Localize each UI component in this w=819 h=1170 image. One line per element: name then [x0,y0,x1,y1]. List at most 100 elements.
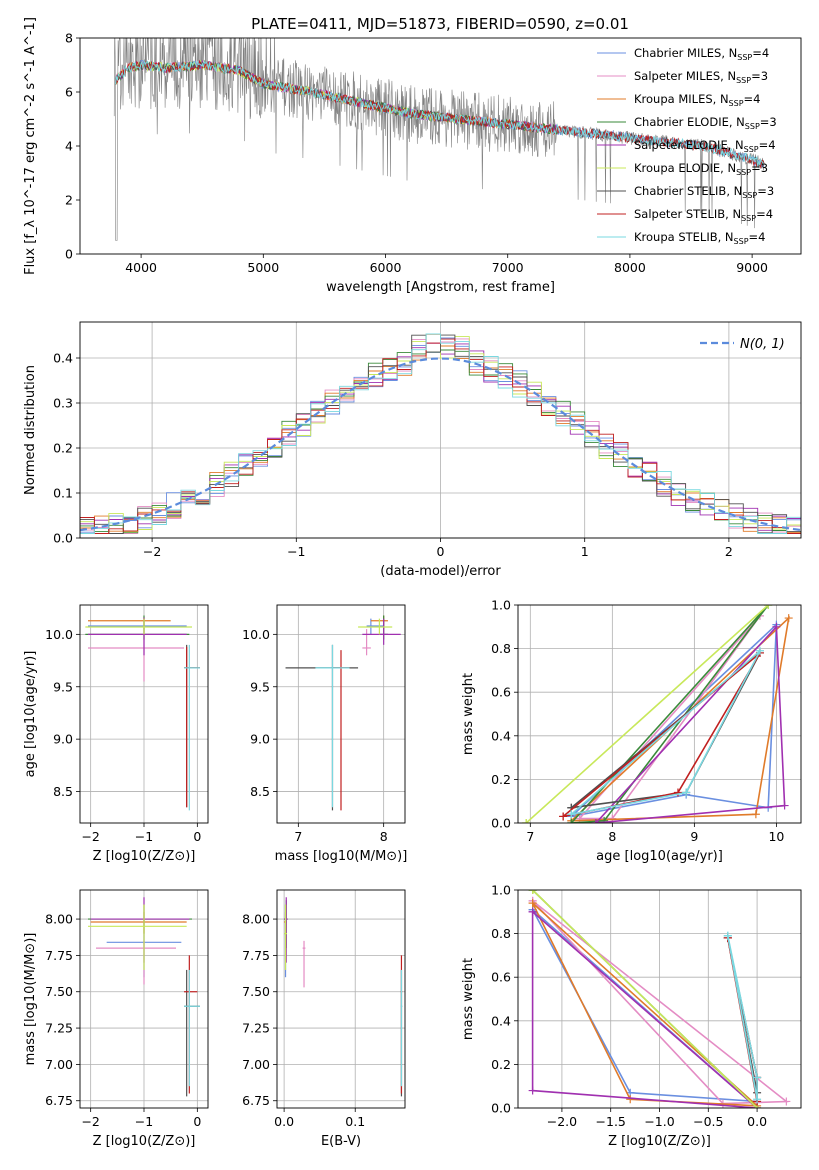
errorbar-salpeter-miles [362,629,371,656]
y-tick-label: 8.5 [53,784,73,799]
y-axis-label: Normed distribution [23,365,38,495]
errorbar-kroupa-elodie [284,904,287,970]
y-tick-label: 1.0 [491,598,511,613]
x-tick-label: −1.5 [596,1114,626,1129]
weight-marker [751,810,760,819]
axes-frame [276,604,406,824]
y-tick-label: 7.00 [45,1057,73,1072]
y-tick-label: 8.5 [250,784,270,799]
panel-spectrum: 4000 5000 6000 7000 8000 9000 0 2 4 6 8 wavelength … [23,17,802,295]
legend-label-text: Kroupa ELODIE, N [634,161,736,175]
weight-series-line [595,624,786,823]
errorbar-kroupa-elodie [85,618,192,635]
weight-series-kroupa-stelib [567,646,764,819]
weight-series-salpeter-elodie [591,622,789,823]
x-tick-label: 0.0 [747,1114,767,1129]
legend-label-sub: SSP [736,168,751,177]
legend-label: Salpeter ELODIE, NSSP=4 [634,138,776,154]
legend-label-tail: =4 [756,207,773,221]
x-tick-label: 2 [725,544,733,559]
errorbar-kroupa-stelib [184,644,200,811]
errorbar-kroupa-elodie [358,618,393,635]
axes-frame [517,604,802,824]
x-tick-label: 6000 [370,260,402,275]
y-tick-label: 0.6 [491,970,511,985]
y-tick-label: 0.4 [491,1013,511,1028]
legend-label: Chabrier STELIB, NSSP=3 [634,184,774,200]
weight-marker [528,899,537,908]
errorbar-kroupa-stelib [184,969,200,1087]
x-tick-label: 0 [193,829,201,844]
x-tick-label: 4000 [125,260,157,275]
legend-label-sub: SSP [737,53,752,62]
legend-label-sub: SSP [744,145,759,154]
y-tick-label: 0.8 [491,641,511,656]
y-tick-label: 0.4 [53,351,73,366]
y-tick-label: 0.2 [491,772,511,787]
x-tick-label: 9000 [736,260,768,275]
legend-label: Kroupa ELODIE, NSSP=3 [634,161,768,177]
legend-label-text: Chabrier ELODIE, N [634,115,745,129]
legend-label-text: Salpeter STELIB, N [634,207,741,221]
y-tick-label: 1.0 [491,883,511,898]
weight-marker [753,1095,762,1104]
plot-area [85,615,200,811]
weight-marker [723,931,732,940]
plot-area [113,38,765,241]
errorbar-salpeter-elodie [362,618,401,645]
y-tick-label: 8.00 [45,912,73,927]
figure-panels: 4000 5000 6000 7000 8000 900002468wavelength … [23,17,802,1149]
x-tick-label: 8 [608,829,616,844]
y-tick-label: 0.0 [53,531,73,546]
y-tick-label: 7.50 [45,984,73,999]
plot-area [88,897,200,1097]
legend-label-text: Kroupa MILES, N [634,92,729,106]
weight-series-kroupa-elodie [522,605,773,823]
y-tick-label: 9.5 [53,679,73,694]
legend-label-tail: =4 [749,230,766,244]
weight-series-line [727,935,758,1100]
axes-frame [79,321,802,539]
weight-marker [528,1086,537,1095]
legend-label-text: Chabrier MILES, N [634,46,737,60]
panel-residuals: −2 −1 0 1 2 0.0 0.1 0.2 0.3 0.4 (data-model)/error… [23,321,802,579]
y-tick-label: 0.2 [53,441,73,456]
legend-label-tail: =3 [751,69,768,83]
figure-title: PLATE=0411, MJD=51873, FIBERID=0590, z=0… [251,15,629,33]
x-tick-label: 10 [768,829,784,844]
legend-label-tail: =4 [752,46,769,60]
x-tick-label: −1 [287,544,305,559]
plot-area [80,333,801,534]
panel-age_vs_mass: 7 8 8.5 9.0 9.5 10.0 mass [log10(M/M⊙)] [242,604,407,864]
weight-series-line [570,650,761,816]
x-tick-label: −2 [143,544,161,559]
weight-series-line [532,890,758,1108]
legend-label-sub: SSP [745,122,760,131]
weight-marker [784,614,793,623]
y-axis-label: mass weight [461,958,476,1040]
x-tick-label: 8000 [614,260,646,275]
legend-label-text: Salpeter ELODIE, N [634,138,744,152]
weight-marker [559,812,568,821]
normal-distribution-curve [80,357,801,532]
x-tick-label: 1 [581,544,589,559]
plot-area [528,890,791,1108]
y-tick-label: 6.75 [45,1093,73,1108]
y-axis-label: mass [log10(M/M⊙)] [23,933,38,1066]
weight-marker [567,810,576,819]
x-tick-label: −0.5 [693,1114,723,1129]
x-tick-label: −1 [135,1114,153,1129]
legend-label: Salpeter MILES, NSSP=3 [634,69,768,85]
weight-marker [591,819,600,823]
legend-label: Chabrier ELODIE, NSSP=3 [634,115,777,131]
grid-lines [277,890,405,1108]
weight-marker [522,819,531,823]
weight-marker [755,646,764,655]
x-tick-label: −2 [81,829,99,844]
axes-frame [276,889,406,1109]
ticks: 0.0 0.1 6.75 7.00 7.25 7.50 7.75 8.00 [242,912,365,1129]
y-tick-label: 0.8 [491,926,511,941]
x-tick-label: 0.1 [345,1114,365,1129]
model-spectrum-kroupa-stelib [114,59,765,167]
residual-histogram-kroupa-stelib [80,333,801,534]
